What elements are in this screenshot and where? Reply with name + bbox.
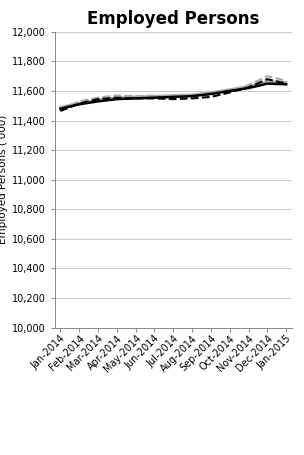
Revised, Seas. Adj.: [59, 108, 62, 114]
Revised, Trend: [115, 96, 119, 102]
Revised, Seas. Adj.: [153, 96, 156, 101]
Title: Employed Persons: Employed Persons: [87, 10, 260, 27]
Revised, Trend: [209, 91, 213, 96]
Published, Seas. Adj.: [153, 93, 156, 98]
Revised, Seas. Adj.: [115, 95, 119, 101]
Revised, Trend: [228, 88, 232, 94]
Published, Trend: [284, 79, 288, 85]
Line: Published, Trend: Published, Trend: [60, 81, 286, 107]
Revised, Seas. Adj.: [247, 85, 250, 90]
Published, Seas. Adj.: [190, 93, 194, 99]
Revised, Seas. Adj.: [190, 96, 194, 101]
Published, Trend: [247, 84, 250, 89]
Published, Seas. Adj.: [209, 92, 213, 97]
Revised, Trend: [59, 106, 62, 111]
Published, Trend: [171, 93, 175, 98]
Revised, Trend: [266, 81, 269, 86]
Published, Seas. Adj.: [266, 73, 269, 79]
Published, Seas. Adj.: [284, 78, 288, 83]
Revised, Seas. Adj.: [134, 96, 137, 101]
Revised, Trend: [171, 94, 175, 100]
Revised, Seas. Adj.: [171, 96, 175, 102]
Y-axis label: Employed Persons ('000): Employed Persons ('000): [0, 115, 8, 244]
Revised, Seas. Adj.: [284, 81, 288, 86]
Revised, Seas. Adj.: [96, 96, 100, 102]
Published, Seas. Adj.: [96, 95, 100, 101]
Revised, Trend: [153, 95, 156, 101]
Revised, Seas. Adj.: [228, 90, 232, 95]
Line: Published, Seas. Adj.: Published, Seas. Adj.: [60, 76, 286, 110]
Published, Seas. Adj.: [247, 82, 250, 88]
Published, Trend: [228, 87, 232, 92]
Published, Trend: [134, 94, 137, 100]
Revised, Seas. Adj.: [77, 101, 81, 106]
Published, Seas. Adj.: [171, 94, 175, 100]
Published, Seas. Adj.: [77, 99, 81, 104]
Published, Seas. Adj.: [134, 93, 137, 99]
Published, Trend: [190, 92, 194, 97]
Published, Trend: [59, 105, 62, 110]
Revised, Trend: [96, 99, 100, 104]
Published, Seas. Adj.: [59, 107, 62, 112]
Published, Trend: [266, 79, 269, 84]
Revised, Trend: [284, 81, 288, 87]
Published, Trend: [77, 100, 81, 106]
Line: Revised, Trend: Revised, Trend: [60, 84, 286, 109]
Published, Seas. Adj.: [228, 87, 232, 93]
Published, Seas. Adj.: [115, 93, 119, 98]
Revised, Seas. Adj.: [209, 94, 213, 100]
Revised, Trend: [190, 93, 194, 99]
Published, Trend: [115, 95, 119, 101]
Revised, Trend: [134, 96, 137, 101]
Published, Trend: [209, 90, 213, 95]
Published, Trend: [96, 97, 100, 102]
Revised, Trend: [247, 85, 250, 91]
Revised, Seas. Adj.: [266, 76, 269, 82]
Line: Revised, Seas. Adj.: Revised, Seas. Adj.: [60, 79, 286, 111]
Published, Trend: [153, 93, 156, 99]
Revised, Trend: [77, 101, 81, 107]
